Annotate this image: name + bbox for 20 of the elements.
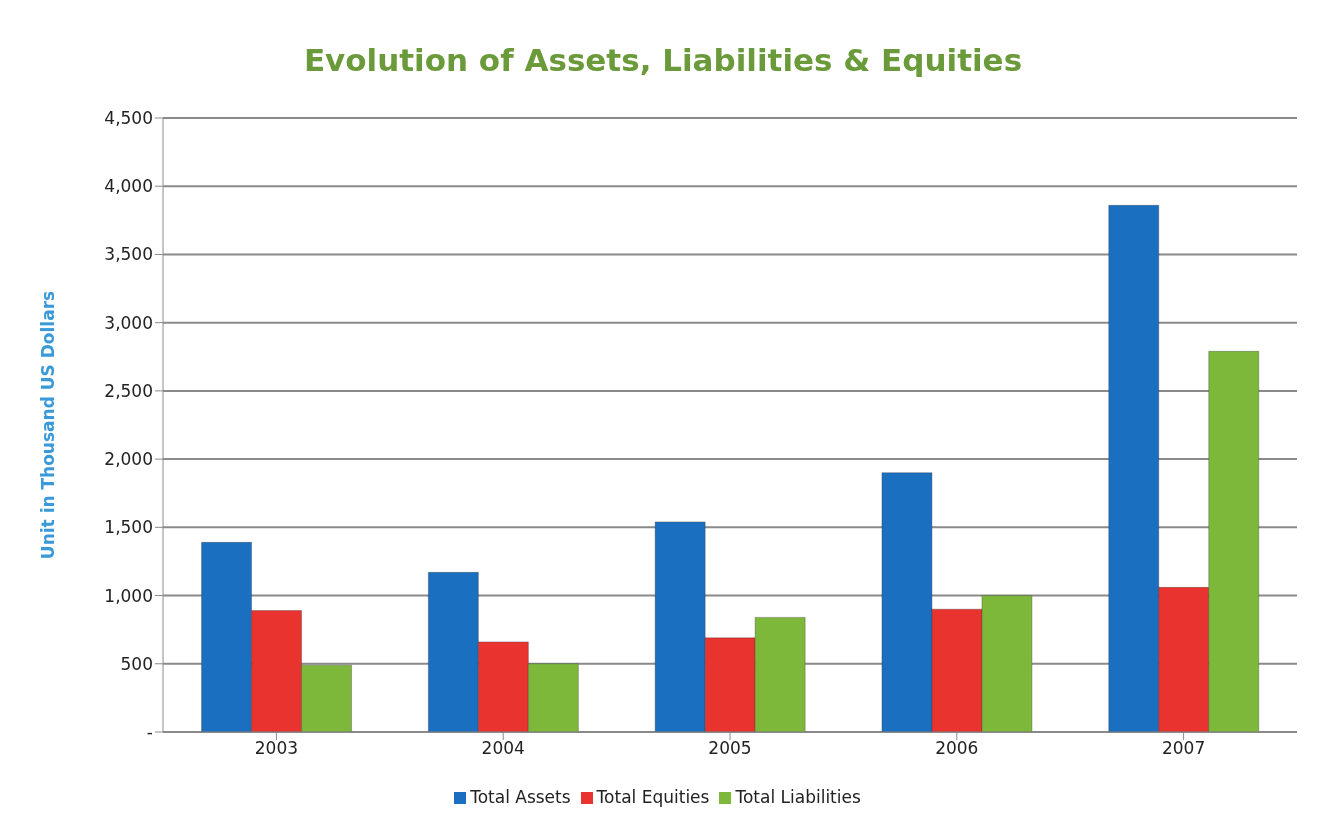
y-tick-label: 4,000 [104,176,153,197]
y-tick-label: 3,000 [104,312,153,333]
y-tick-label: 500 [120,653,153,674]
legend-label: Total Equities [596,787,710,807]
legend-label: Total Liabilities [735,787,861,807]
legend-label: Total Assets [470,787,571,807]
y-tick-label: 3,500 [104,244,153,265]
y-axis-title: Unit in Thousand US Dollars [38,290,59,560]
x-tick-label: 2004 [481,738,525,759]
y-tick-label: 4,500 [104,108,153,129]
y-tick-label: 2,500 [104,380,153,401]
x-tick-label: 2005 [708,738,752,759]
x-tick-label: 2007 [1161,738,1206,759]
y-tick-label: - [146,722,153,743]
x-tick-label: 2006 [935,738,979,759]
x-tick-label: 2003 [254,738,299,759]
chart-title: Evolution of Assets, Liabilities & Equities [302,42,1024,78]
y-tick-label: 1,000 [104,585,153,606]
y-tick-label: 1,500 [104,517,153,538]
y-tick-label: 2,000 [104,449,153,470]
